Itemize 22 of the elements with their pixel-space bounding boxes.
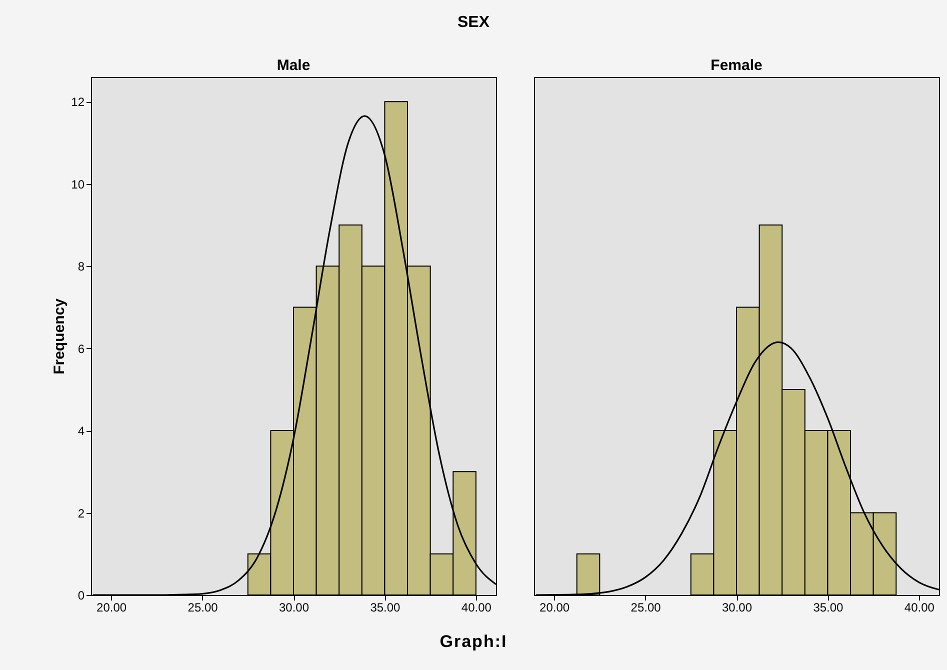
x-tick-label: 25.00 bbox=[188, 600, 218, 614]
y-tick-label: 12 bbox=[71, 95, 85, 110]
x-tick-label: 35.00 bbox=[370, 600, 401, 614]
x-tick-label: 35.00 bbox=[813, 600, 844, 614]
text: SEX bbox=[456, 14, 490, 32]
chart-title: Male bbox=[276, 57, 310, 74]
y-tick-label: 10 bbox=[71, 177, 85, 192]
y-axis-title: Frequency bbox=[51, 298, 68, 374]
y-tick-label: 8 bbox=[78, 260, 85, 274]
x-tick-label: 20.00 bbox=[540, 600, 570, 614]
y-tick-label: 0 bbox=[78, 588, 85, 602]
x-tick-label: 25.00 bbox=[630, 600, 662, 614]
y-tick-label: 4 bbox=[78, 424, 85, 438]
x-tick-label: 30.00 bbox=[278, 600, 310, 614]
text: Graph:I bbox=[438, 632, 508, 652]
chart-title: Female bbox=[710, 57, 762, 74]
y-tick-label: 6 bbox=[78, 342, 85, 356]
x-tick-label: 30.00 bbox=[722, 600, 752, 614]
x-tick-label: 40.00 bbox=[904, 600, 935, 614]
x-tick-label: 40.00 bbox=[461, 600, 492, 614]
x-tick-label: 20.00 bbox=[96, 600, 127, 614]
y-tick-label: 2 bbox=[78, 506, 85, 520]
